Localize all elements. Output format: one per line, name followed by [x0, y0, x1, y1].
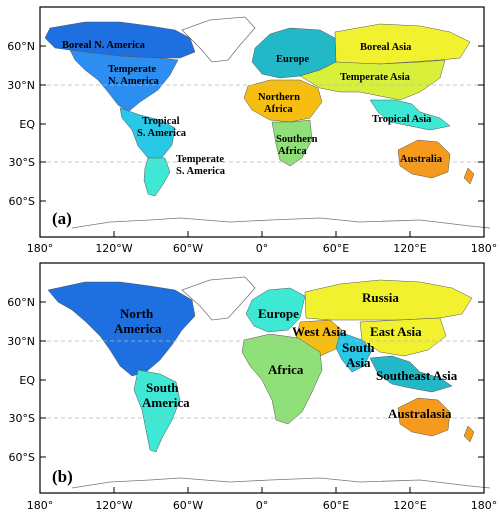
label-south-asia-1: South [342, 340, 375, 355]
label-boreal-n-america: Boreal N. America [62, 40, 146, 51]
lon-label-0-b: 0° [256, 499, 269, 512]
label-temperate-na-2: N. America [108, 76, 159, 87]
region-temperate-n-america [69, 49, 179, 113]
lon-label-60e-a: 60°E [323, 242, 349, 255]
panel-a-ticks [40, 45, 484, 237]
label-africa-b: Africa [268, 362, 304, 377]
label-temperate-sa-2: S. America [176, 166, 226, 177]
region-northern-africa [243, 79, 323, 123]
label-australia: Australia [400, 154, 443, 165]
region-south-asia [335, 331, 373, 373]
label-temperate-na-1: Temperate [108, 64, 156, 75]
label-temperate-asia: Temperate Asia [340, 72, 411, 83]
region-southeast-asia [369, 355, 453, 393]
label-tropical-sa-2: S. America [137, 128, 187, 139]
region-southern-africa [271, 119, 313, 167]
label-east-asia: East Asia [370, 324, 422, 339]
region-temperate-s-america [143, 157, 171, 197]
lon-label-180w-b: 180° [27, 499, 54, 512]
region-temperate-asia [299, 59, 446, 101]
panel-b-ticks [40, 301, 484, 493]
region-new-zealand-b [463, 425, 475, 443]
region-east-asia [359, 317, 447, 357]
label-southern-africa-2: Africa [278, 146, 307, 157]
label-tropical-sa-1: Tropical [142, 116, 180, 127]
lon-label-120e-a: 120°E [393, 242, 426, 255]
lat-label-30s-b: 30°S [9, 412, 35, 425]
lon-label-60w-a: 60°W [173, 242, 203, 255]
label-europe-a: Europe [276, 54, 309, 65]
lat-label-60n-a: 60°N [7, 40, 35, 53]
lon-label-180e-a: 180° [471, 242, 498, 255]
panel-label-a: (a) [52, 209, 72, 228]
lon-label-180e-b: 180° [471, 499, 498, 512]
region-boreal-n-america [44, 21, 196, 59]
region-tropical-asia [369, 99, 451, 131]
label-northern-africa-1: Northern [258, 92, 300, 103]
label-southeast-asia: Southeast Asia [376, 368, 458, 383]
lon-label-60e-b: 60°E [323, 499, 349, 512]
region-south-america [133, 369, 181, 453]
panel-a-grid [40, 84, 484, 163]
lon-label-120w-a: 120°W [95, 242, 132, 255]
lat-label-30s-a: 30°S [9, 156, 35, 169]
label-south-asia-2: Asia [346, 355, 371, 370]
region-africa-b [241, 333, 323, 425]
label-temperate-sa-1: Temperate [176, 154, 224, 165]
lon-label-120w-b: 120°W [95, 499, 132, 512]
lat-label-30n-a: 30°N [7, 79, 35, 92]
greenland-outline-b [181, 276, 256, 321]
region-europe-b [245, 287, 306, 333]
region-new-zealand-a [463, 167, 475, 185]
label-northern-africa-2: Africa [264, 104, 293, 115]
region-north-america [47, 281, 196, 377]
lon-label-0-a: 0° [256, 242, 269, 255]
panel-a-map [44, 16, 491, 229]
label-southern-africa-1: Southern [276, 134, 318, 145]
lat-label-30n-b: 30°N [7, 335, 35, 348]
label-north-america-1: North [120, 306, 154, 321]
antarctica-outline-b [71, 477, 491, 489]
label-south-america-1: South [146, 380, 179, 395]
label-west-asia: West Asia [292, 324, 347, 339]
lon-label-120e-b: 120°E [393, 499, 426, 512]
panel-b-map [47, 276, 491, 489]
lat-label-eq-a: EQ [19, 118, 35, 131]
lat-label-eq-b: EQ [19, 374, 35, 387]
lat-label-60s-b: 60°S [9, 451, 35, 464]
label-boreal-asia: Boreal Asia [360, 42, 412, 53]
label-tropical-asia: Tropical Asia [372, 114, 432, 125]
label-europe-b: Europe [258, 306, 299, 321]
antarctica-outline-a [71, 217, 491, 229]
lat-label-60s-a: 60°S [9, 195, 35, 208]
label-australasia: Australasia [388, 406, 452, 421]
panel-label-b: (b) [52, 467, 73, 486]
label-north-america-2: America [114, 321, 162, 336]
greenland-outline-a [181, 16, 256, 63]
lon-label-180w-a: 180° [27, 242, 54, 255]
panel-b-grid [40, 340, 484, 419]
label-south-america-2: America [142, 395, 190, 410]
label-russia: Russia [362, 290, 399, 305]
lon-label-60w-b: 60°W [173, 499, 203, 512]
lat-label-60n-b: 60°N [7, 296, 35, 309]
region-australasia [397, 397, 451, 437]
region-australia [397, 139, 451, 179]
